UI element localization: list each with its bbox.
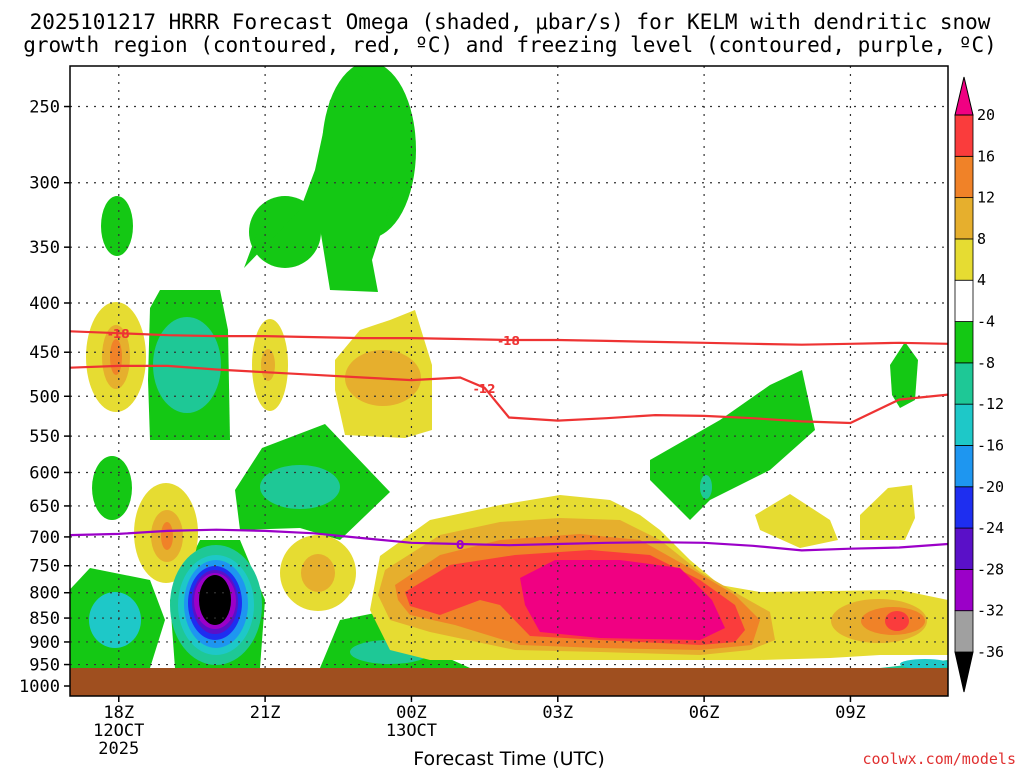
colorbar-bin <box>954 197 974 240</box>
omega-ascent-region-14 <box>650 370 815 520</box>
y-tick-label: 950 <box>29 656 60 676</box>
colorbar-max-triangle <box>954 76 974 116</box>
isotherm-line-0 <box>70 528 948 552</box>
y-tick-label: 850 <box>29 609 60 629</box>
colorbar-bin <box>954 155 974 199</box>
colorbar-bin <box>954 114 974 157</box>
isotherm-label-0: 0 <box>456 538 464 552</box>
x-tick-label: 00Z <box>396 703 427 723</box>
colorbar-tick-label: -4 <box>977 313 995 331</box>
colorbar-tick-label: 4 <box>977 271 986 289</box>
colorbar-tick-label: -32 <box>977 602 1004 620</box>
y-tick-label: 500 <box>29 387 60 407</box>
x-tick-label: 03Z <box>542 703 573 723</box>
credit-text: coolwx.com/models <box>862 750 1016 768</box>
chart-title-line1: 2025101217 HRRR Forecast Omega (shaded, … <box>30 10 991 34</box>
x-tick-date: 13OCT <box>386 721 437 741</box>
omega-ascent-region-6 <box>92 456 132 520</box>
x-tick-date: 12OCT <box>93 721 144 741</box>
y-tick-label: 300 <box>29 174 60 194</box>
omega-ascent-region-15 <box>700 475 712 499</box>
colorbar: -36 -32 -28 -24 -20 -16 -12 -8 -4 4 8 12 16 20 <box>954 76 1004 693</box>
colorbar-tick-label: -20 <box>977 478 1004 496</box>
y-tick-label: 450 <box>29 343 60 363</box>
x-axis-label: Forecast Time (UTC) <box>413 748 604 768</box>
y-tick-label: 250 <box>29 98 60 118</box>
y-tick-label: 600 <box>29 463 60 483</box>
omega-descent-region-40 <box>520 560 725 640</box>
omega-descent-region-36 <box>885 611 909 631</box>
isotherm-label--18: -18 <box>498 334 520 348</box>
y-tick-label: 700 <box>29 528 60 548</box>
omega-descent-region-21 <box>110 339 122 375</box>
y-tick-label: 350 <box>29 238 60 258</box>
colorbar-bin <box>954 403 974 446</box>
x-tick-label: 18Z <box>103 703 134 723</box>
y-tick-label: 800 <box>29 584 60 604</box>
x-tick-label: 21Z <box>250 703 281 723</box>
y-tick-label: 900 <box>29 633 60 653</box>
colorbar-tick-label: -24 <box>977 519 1004 537</box>
colorbar-bin <box>954 238 974 281</box>
colorbar-tick-label: -8 <box>977 354 995 372</box>
colorbar-bin <box>954 610 974 653</box>
y-tick-label: 650 <box>29 497 60 517</box>
omega-ascent-region-16 <box>890 342 918 408</box>
colorbar-bin <box>954 486 974 529</box>
colorbar-tick-label: -16 <box>977 436 1004 454</box>
y-tick-label: 1000 <box>19 677 60 697</box>
omega-descent-region-28 <box>161 522 173 550</box>
y-tick-label: 400 <box>29 294 60 314</box>
omega-ascent-region-5 <box>153 317 221 413</box>
omega-ascent-region-8 <box>260 465 340 509</box>
omega-ascent-region-2 <box>244 75 395 292</box>
omega-descent-region-30 <box>301 554 335 592</box>
isotherm-line--12 <box>70 364 948 425</box>
omega-ascent-region-47 <box>199 575 231 625</box>
isotherm-contours: -18 -18 -12 0 <box>70 327 948 552</box>
chart-title-line2: growth region (contoured, red, ºC) and f… <box>23 33 997 57</box>
colorbar-bin <box>954 362 974 405</box>
omega-ascent-region-18 <box>900 659 948 669</box>
y-tick-label: 550 <box>29 427 60 447</box>
colorbar-bin <box>954 527 974 570</box>
omega-descent-region-32 <box>755 494 838 548</box>
x-tick-label: 06Z <box>689 703 720 723</box>
colorbar-tick-label: -12 <box>977 395 1004 413</box>
colorbar-bin <box>954 279 974 322</box>
colorbar-bin <box>954 321 974 364</box>
omega-shaded-field <box>70 66 948 669</box>
colorbar-bin <box>954 568 974 612</box>
ground-layer <box>70 668 948 696</box>
colorbar-tick-label: 12 <box>977 189 995 207</box>
isotherm-label--18: -18 <box>108 327 130 341</box>
isotherm-label--12: -12 <box>474 382 496 396</box>
omega-descent-region-23 <box>261 349 275 381</box>
x-tick-label: 09Z <box>835 703 866 723</box>
x-tick-year: 2025 <box>98 739 139 759</box>
colorbar-tick-label: -36 <box>977 643 1004 661</box>
omega-ascent-region-3 <box>101 196 133 256</box>
y-tick-label: 750 <box>29 557 60 577</box>
y-axis: 250 300 350 400 450 500 550 600 650 700 750 800 850 9… <box>19 98 70 697</box>
plot-frame <box>69 65 949 697</box>
colorbar-tick-label: 16 <box>977 147 995 165</box>
isotherm-line--18 <box>70 330 948 346</box>
colorbar-min-triangle <box>954 651 974 693</box>
colorbar-tick-label: -28 <box>977 560 1004 578</box>
colorbar-tick-label: 20 <box>977 106 995 124</box>
omega-ascent-region-10 <box>89 592 141 648</box>
colorbar-bin <box>954 445 974 488</box>
omega-descent-region-33 <box>860 485 915 540</box>
colorbar-tick-label: 8 <box>977 230 986 248</box>
